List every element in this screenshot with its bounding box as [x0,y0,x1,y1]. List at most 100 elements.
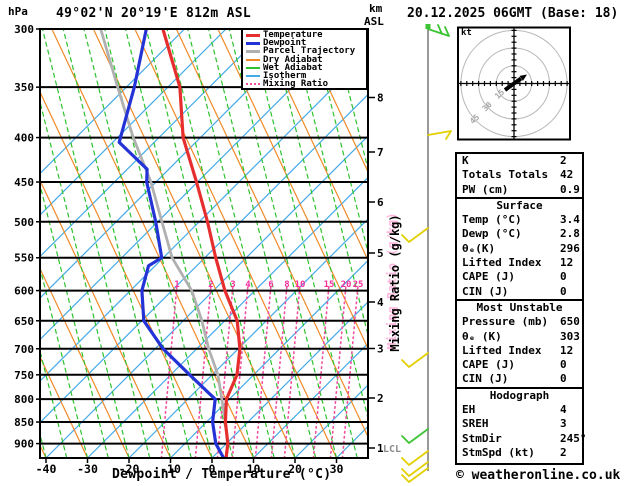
indices-section: Hodograph EH 4 SREH 3 StmDir 245° StmSpd (kt) 2 [457,386,587,460]
indices-row: EH 4 [457,403,582,417]
mixing-ratio-labels: 1 2 3 4 6 8 10 15 20 25 [174,280,363,290]
legend-label: Temperature [263,30,323,41]
indices-row-label: Temp (°C) [462,213,522,227]
svg-text:25: 25 [353,280,364,290]
wind-barb [427,24,450,37]
indices-row: Lifted Index 12 [457,344,582,358]
hodograph-arrow-head [519,74,527,81]
svg-text:850: 850 [14,416,34,429]
indices-row: θₑ (K) 303 [457,330,582,344]
legend-swatch-solid [246,41,260,45]
legend-item: Parcel Trajectory [243,46,366,57]
indices-row-label: Totals Totals [462,168,549,182]
legend-swatch-solid [246,58,260,61]
svg-text:2: 2 [377,392,384,405]
svg-text:900: 900 [14,438,34,451]
indices-table: K 2 Totals Totals 42 PW (cm) 0.9 Surface Temp (… [455,152,587,465]
svg-text:4: 4 [377,296,384,309]
indices-row-label: CAPE (J) [462,358,515,372]
isotherm-lines [40,29,368,458]
mixing-ratio-lines [160,284,359,458]
svg-text:20: 20 [288,462,302,476]
pressure-axis-labels: 300 350 400 450 500 550 600 650 700 750 800 850 900 [14,23,40,451]
indices-section-header: Surface [496,198,543,212]
height-axis-unit-km: km [369,2,383,15]
page-title: 49°02'N 20°19'E 812m ASL [56,6,252,21]
pressure-gridlines [40,29,368,445]
indices-row-label: CIN (J) [462,372,509,386]
indices-section: Most Unstable Pressure (mb) 650 θₑ (K) 303 Li… [457,298,582,387]
svg-text:0: 0 [209,462,216,476]
hodograph-unit-label: kt [461,28,472,38]
plot-border [39,28,369,459]
indices-row: CAPE (J) 0 [457,358,582,372]
temperature-curve [161,29,242,458]
temperature-axis-title: Dewpoint / Temperature (°C) [112,467,332,482]
legend-swatch-solid [246,49,260,53]
indices-row-value: 303 [560,329,580,343]
indices-row: Lifted Index 12 [457,256,582,270]
indices-row-value: 4 [560,403,567,417]
legend-swatch-solid [246,33,260,37]
indices-row-value: 12 [560,343,574,357]
indices-row-value: 2 [560,445,567,459]
svg-text:-30: -30 [77,462,98,476]
indices-row-value: 2 [560,154,567,167]
indices-row-label: SREH [462,417,489,431]
indices-row-label: θₑ (K) [462,329,502,343]
indices-row-value: 296 [560,241,580,255]
svg-text:350: 350 [14,81,34,94]
svg-text:450: 450 [14,176,34,189]
legend-swatch-solid [246,75,260,78]
legend-item: Isotherm [243,71,366,82]
indices-row-value: 3 [560,417,567,431]
indices-row-label: StmDir [462,431,502,445]
wind-barb-staff [401,24,452,483]
indices-row-label: StmSpd (kt) [462,445,535,459]
indices-section: K 2 Totals Totals 42 PW (cm) 0.9 [457,154,582,197]
run-date-header: 20.12.2025 06GMT (Base: 18) [407,6,619,21]
indices-row-label: EH [462,403,476,417]
legend-label: Isotherm [263,71,307,82]
indices-row-value: 2.8 [560,227,580,241]
legend-box: Temperature Dewpoint Parcel Trajectory Dry … [241,28,368,90]
indices-row-value: 42 [560,168,574,182]
indices-row-label: K [462,154,469,167]
indices-section-header: Hodograph [489,388,550,402]
indices-row: StmSpd (kt) 2 [457,446,582,460]
indices-row-value: 3.4 [560,213,580,227]
indices-row-value: 245° [560,431,587,445]
legend-item: Dry Adiabat [243,55,366,64]
svg-text:15: 15 [324,280,335,290]
svg-text:750: 750 [14,369,34,382]
legend-item: Temperature [243,30,366,41]
svg-text:3: 3 [377,343,384,356]
wind-barb [401,227,429,243]
svg-text:600: 600 [14,285,34,298]
copyright-credit: © weatheronline.co.uk [456,468,621,483]
legend-label: Parcel Trajectory [263,46,356,57]
indices-section: Surface Temp (°C) 3.4 Dewp (°C) 2.8 θₑ(K) 296 L… [457,196,582,299]
indices-row-label: Lifted Index [462,343,542,357]
svg-text:300: 300 [14,23,34,36]
indices-row-label: Pressure (mb) [462,315,549,329]
svg-text:400: 400 [14,132,34,145]
svg-text:10: 10 [247,462,261,476]
svg-text:4: 4 [245,280,251,290]
temperature-axis-labels: -40 -30 -20 -10 0 10 20 30 [36,458,343,476]
svg-text:6: 6 [268,280,273,290]
indices-row-label: CAPE (J) [462,270,515,284]
indices-row-label: θₑ(K) [462,241,496,255]
indices-row: PW (cm) 0.9 [457,183,582,197]
svg-text:-40: -40 [36,462,57,476]
mixing-ratio-axis-title: Mixing Ratio (g/kg) [388,214,402,352]
dewpoint-curve [117,29,226,458]
svg-text:5: 5 [377,247,384,260]
wind-barb [401,461,429,483]
indices-row-label: PW (cm) [462,182,509,196]
indices-row: CAPE (J) 0 [457,270,582,284]
indices-row-label: Lifted Index [462,256,542,270]
legend-label: Mixing Ratio [263,79,329,90]
